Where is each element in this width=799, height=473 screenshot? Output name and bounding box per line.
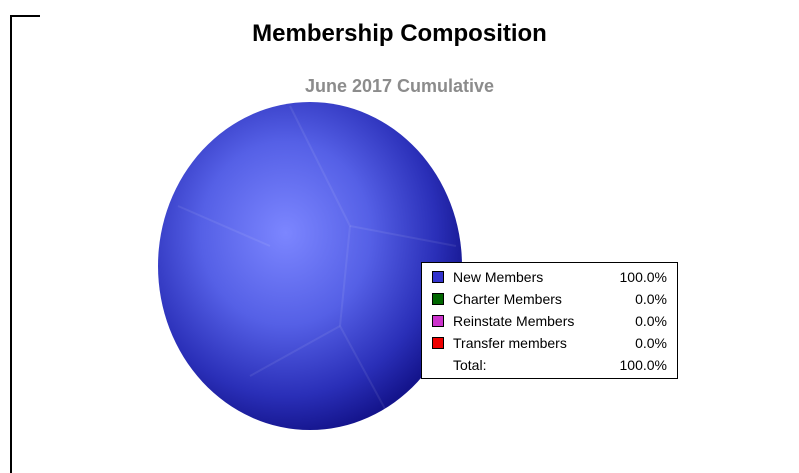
legend-value: 0.0% (635, 335, 667, 351)
pie-slice-new-members (158, 102, 462, 430)
legend-total-label: Total: (453, 357, 487, 373)
legend-swatch (432, 337, 444, 349)
legend-item-new-members: New Members 100.0% (422, 267, 679, 287)
pie-slices (158, 102, 462, 430)
pie-facet-highlight (177, 205, 271, 247)
legend-value: 100.0% (619, 269, 667, 285)
legend: New Members 100.0% Charter Members 0.0% … (421, 262, 678, 379)
pie-facet-highlight (339, 325, 391, 419)
legend-label: Charter Members (453, 291, 562, 307)
pie-facet-highlight (339, 225, 351, 327)
legend-total-value: 100.0% (619, 357, 667, 373)
frame-border-left (10, 15, 12, 473)
legend-label: New Members (453, 269, 544, 285)
legend-item-reinstate-members: Reinstate Members 0.0% (422, 311, 679, 331)
legend-swatch (432, 271, 444, 283)
chart-title: Membership Composition (252, 20, 547, 47)
legend-swatch (432, 315, 444, 327)
legend-value: 0.0% (635, 291, 667, 307)
chart-subtitle: June 2017 Cumulative (304, 76, 495, 96)
legend-item-transfer-members: Transfer members 0.0% (422, 333, 679, 353)
pie-facet-highlight (289, 105, 351, 227)
legend-value: 0.0% (635, 313, 667, 329)
pie-facet-highlight (249, 325, 341, 377)
frame-border-top (10, 15, 40, 17)
legend-swatch (432, 293, 444, 305)
pie-facet-highlight (349, 225, 457, 247)
legend-item-charter-members: Charter Members 0.0% (422, 289, 679, 309)
legend-total-row: Total: 100.0% (422, 355, 679, 375)
legend-label: Transfer members (453, 335, 567, 351)
legend-label: Reinstate Members (453, 313, 575, 329)
